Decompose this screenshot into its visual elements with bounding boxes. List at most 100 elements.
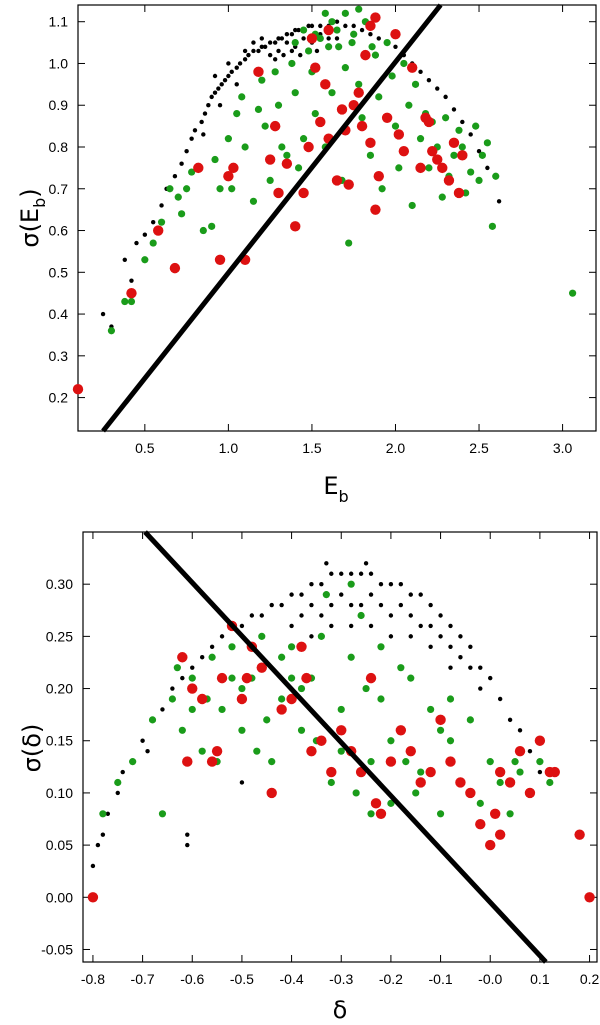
data-point-black (237, 61, 243, 66)
data-point-green (377, 695, 385, 703)
data-point-red (514, 745, 526, 757)
data-point-red (360, 49, 371, 61)
data-point-black (100, 311, 106, 317)
data-point-black (140, 738, 145, 743)
data-point-black (234, 82, 239, 87)
data-point-black (226, 61, 231, 66)
data-point-black (324, 561, 329, 566)
x-tick-label: -0.4 (280, 971, 304, 987)
data-point-green (411, 80, 420, 88)
data-point-black (100, 832, 106, 837)
y-tick-label: 1.0 (49, 55, 69, 71)
data-point-green (446, 737, 455, 745)
data-point-red (415, 162, 426, 174)
data-point-green (297, 684, 306, 693)
data-point-black (368, 623, 374, 629)
data-point-black (468, 132, 473, 137)
y-axis-title-bottom: σ(δ) (18, 724, 46, 773)
x-axis-title-top: Eb (323, 472, 348, 506)
x-tick-label: -0.5 (230, 971, 254, 987)
data-point-red (290, 221, 301, 232)
data-point-green (178, 210, 186, 218)
data-point-red (494, 829, 506, 840)
data-point-black (451, 107, 457, 112)
data-point-black (299, 613, 304, 618)
data-point-black (267, 52, 273, 58)
panel-bottom: -0.8 -0.7 -0.6 -0.5 -0.4 -0.3 -0.2 -0.1 -0.0 0.1 0… (18, 530, 599, 1024)
data-point-black (388, 581, 394, 587)
data-point-black (122, 257, 127, 262)
data-point-green (442, 114, 450, 122)
data-point-black (289, 32, 295, 37)
data-point-green (316, 34, 324, 43)
data-point-black (170, 686, 175, 691)
data-point-red (331, 175, 343, 186)
data-point-red (465, 787, 476, 799)
data-point-green (317, 632, 325, 640)
data-point-black (279, 602, 284, 608)
data-point-red (445, 756, 456, 767)
data-point-black (368, 571, 374, 576)
data-point-black (428, 623, 433, 629)
data-point-green (436, 726, 445, 734)
x-tick-label: -0.6 (180, 971, 204, 987)
x-tick-label: -0.7 (131, 971, 155, 987)
data-point-red (323, 24, 334, 36)
plot-frame-top (77, 4, 597, 432)
data-point-green (395, 164, 403, 172)
data-point-green (458, 143, 466, 151)
data-point-green (536, 758, 544, 766)
data-point-red (273, 187, 284, 199)
data-point-red (584, 892, 595, 903)
data-point-black (216, 86, 221, 91)
data-point-red (504, 777, 516, 788)
data-point-red (306, 33, 318, 44)
data-point-green (127, 297, 136, 306)
data-point-red (365, 137, 376, 149)
data-point-green (328, 18, 336, 26)
data-point-black (256, 48, 261, 54)
data-point-black (398, 581, 404, 587)
data-point-green (377, 643, 385, 651)
data-point-red (415, 777, 426, 788)
data-point-green (188, 168, 196, 176)
data-point-green (211, 155, 219, 164)
data-point-green (337, 747, 345, 755)
data-point-green (488, 222, 496, 230)
data-point-black (267, 40, 273, 45)
data-point-black (418, 69, 423, 75)
fit-line (143, 530, 548, 964)
data-point-black (348, 571, 354, 576)
data-point-black (309, 581, 314, 587)
data-point-green (486, 758, 494, 766)
data-point-black (242, 48, 248, 54)
data-point-red (196, 693, 208, 705)
data-point-green (218, 705, 226, 714)
data-point-green (233, 109, 241, 118)
data-point-green (425, 164, 433, 172)
data-point-black (150, 219, 156, 225)
data-point-black (251, 48, 256, 54)
data-point-green (149, 239, 157, 247)
data-point-green (355, 80, 363, 88)
data-point-black (259, 613, 264, 618)
data-point-green (253, 747, 261, 755)
data-point-green (208, 222, 216, 230)
data-point-red (427, 145, 438, 157)
data-point-green (427, 705, 435, 714)
data-point-green (391, 122, 400, 130)
data-point-red (326, 766, 337, 778)
data-point-green (506, 810, 514, 818)
data-point-black (460, 119, 465, 125)
data-point-black (217, 103, 223, 108)
data-point-green (228, 643, 236, 651)
data-point-green (274, 101, 283, 109)
data-point-red (276, 704, 287, 715)
data-point-red (266, 787, 277, 799)
data-point-black (226, 73, 231, 79)
data-point-black (299, 592, 304, 597)
x-tick-label: -0.0 (478, 971, 502, 987)
data-point-black (314, 48, 320, 54)
data-point-black (279, 36, 285, 41)
x-tick-label: 0.5 (135, 440, 155, 456)
